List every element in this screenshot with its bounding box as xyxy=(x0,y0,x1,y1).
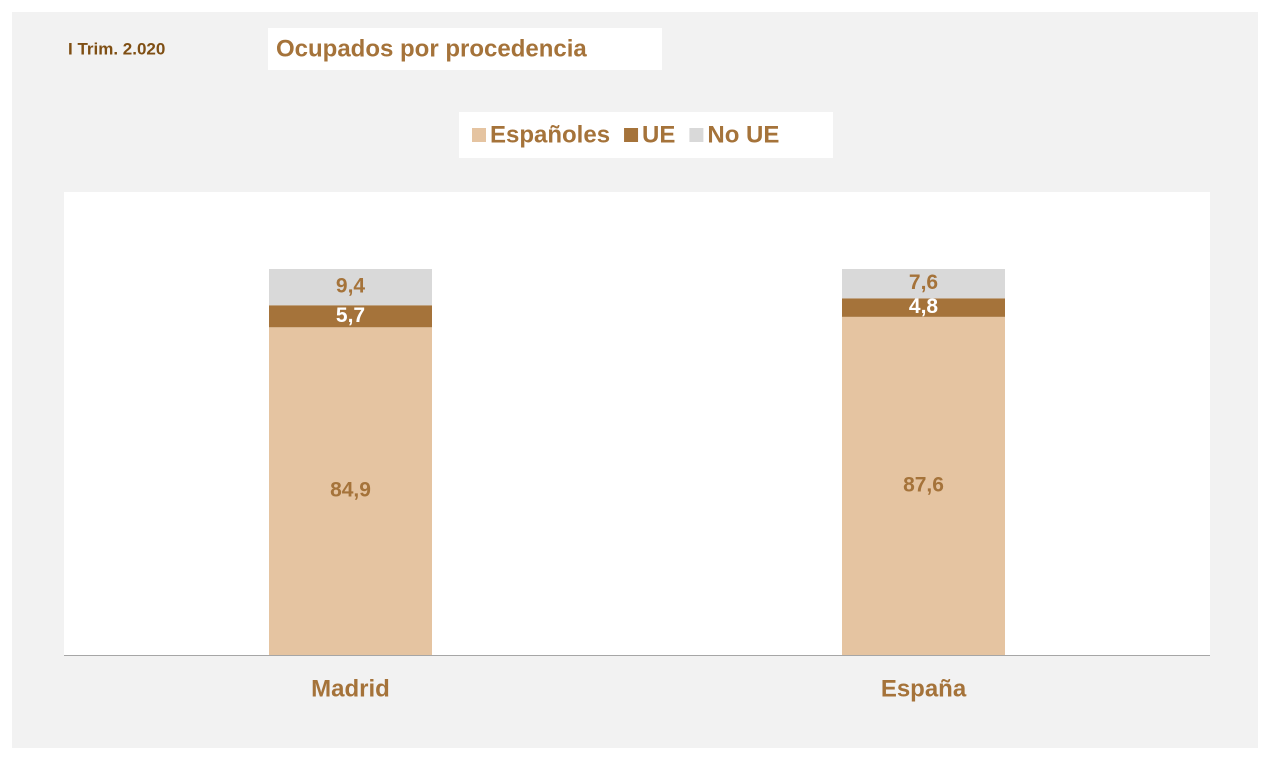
legend-swatch xyxy=(624,128,639,142)
bar-segment xyxy=(269,327,432,655)
bar-segment xyxy=(842,269,1005,299)
legend-label: No UE xyxy=(707,121,779,148)
legend-swatch xyxy=(689,128,704,142)
legend-box xyxy=(459,112,833,158)
legend-label: Españoles xyxy=(490,121,610,148)
bar-segment xyxy=(842,298,1005,317)
data-label: 5,7 xyxy=(336,304,365,327)
subtitle: I Trim. 2.020 xyxy=(68,39,165,58)
x-tick-label: España xyxy=(881,675,967,702)
title-box xyxy=(268,28,662,70)
bar-segment xyxy=(842,316,1005,655)
data-label: 87,6 xyxy=(903,473,944,496)
bar-segment xyxy=(269,305,432,328)
x-tick-label: Madrid xyxy=(311,675,390,702)
data-label: 7,6 xyxy=(909,271,938,294)
legend-label: UE xyxy=(642,121,675,148)
legend-swatch xyxy=(472,128,486,142)
plot-area xyxy=(64,192,1210,655)
chart-title: Ocupados por procedencia xyxy=(276,35,587,62)
data-label: 4,8 xyxy=(909,295,939,318)
data-label: 84,9 xyxy=(330,479,371,502)
bar-segment xyxy=(269,269,432,306)
data-label: 9,4 xyxy=(336,275,366,298)
